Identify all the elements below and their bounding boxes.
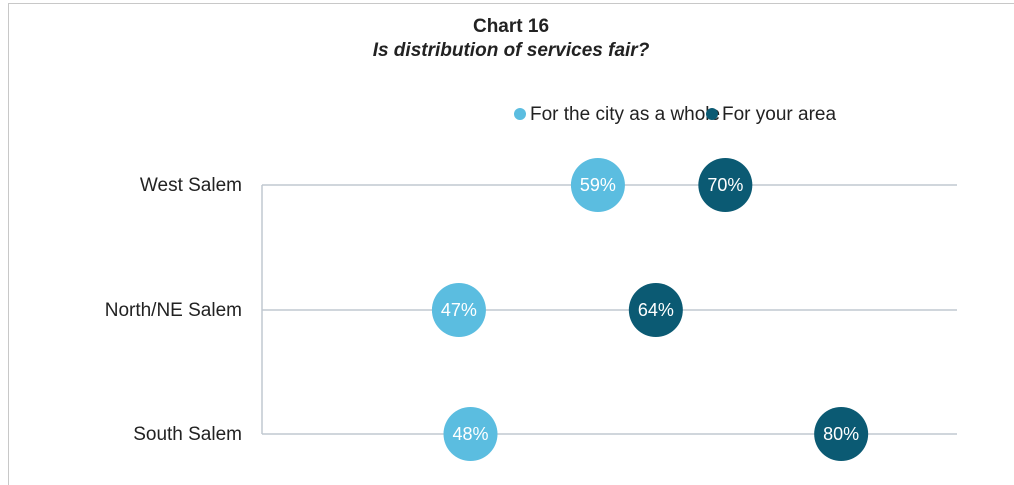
dot [443,407,498,461]
data-label: 64% [638,300,674,320]
legend-swatch [514,108,526,120]
dot [431,283,486,337]
dot [570,158,625,212]
chart-title: Chart 16 [473,16,549,37]
data-label: 59% [580,175,616,195]
category-label: South Salem [133,424,242,445]
dot [698,158,753,212]
category-label: West Salem [140,175,242,196]
data-label: 48% [452,424,488,444]
chart-subtitle: Is distribution of services fair? [373,40,650,61]
legend-label: For your area [722,104,836,125]
data-label: 47% [441,300,477,320]
legend-swatch [706,108,718,120]
legend-label: For the city as a whole [530,104,720,125]
dot [628,283,683,337]
data-label: 80% [823,424,859,444]
data-label: 70% [707,175,743,195]
category-label: North/NE Salem [105,300,242,321]
dot [814,407,869,461]
